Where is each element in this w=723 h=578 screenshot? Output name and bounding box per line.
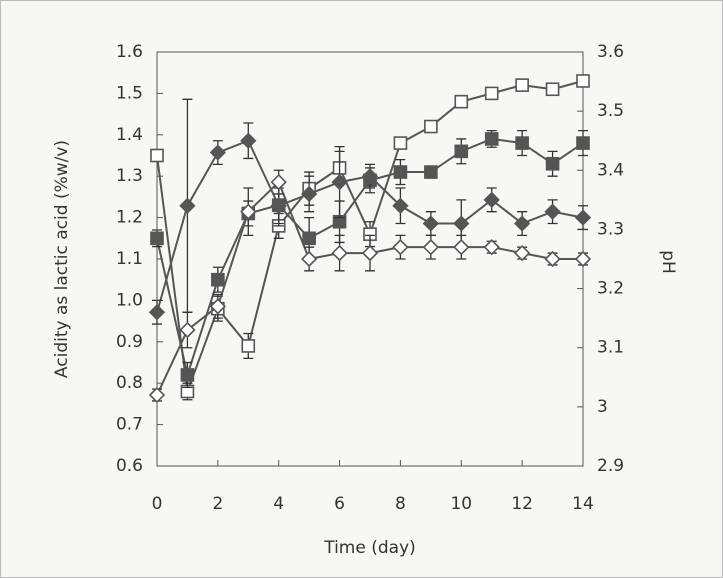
x-tick-label: 12	[511, 494, 533, 514]
marker	[394, 166, 406, 178]
marker	[455, 96, 467, 108]
x-tick-label: 8	[395, 494, 406, 514]
marker	[425, 121, 437, 133]
y-tick-label: 1.2	[116, 208, 143, 228]
marker	[242, 340, 254, 352]
x-tick-label: 2	[212, 494, 223, 514]
y2-tick-label: 3.4	[597, 160, 624, 180]
marker	[455, 145, 467, 157]
y-tick-label: 0.6	[116, 456, 143, 476]
x-tick-label: 0	[152, 494, 163, 514]
x-tick-label: 14	[572, 494, 594, 514]
marker	[151, 150, 163, 162]
y2-tick-label: 3.2	[597, 279, 624, 299]
marker	[303, 232, 315, 244]
y-axis-label: Acidity as lactic acid (%w/v)	[52, 140, 72, 378]
marker	[577, 75, 589, 87]
y-tick-label: 1.4	[116, 125, 143, 145]
y2-tick-label: 3	[597, 397, 608, 417]
marker	[577, 137, 589, 149]
y-tick-label: 0.9	[116, 332, 143, 352]
y2-tick-label: 3.3	[597, 219, 624, 239]
y2-axis-label: pH	[658, 250, 678, 274]
y-tick-label: 0.8	[116, 373, 143, 393]
y-tick-label: 1.5	[116, 83, 143, 103]
marker	[486, 133, 498, 145]
y2-tick-label: 3.1	[597, 338, 624, 358]
x-axis-label: Time (day)	[323, 538, 416, 558]
marker	[516, 79, 528, 91]
y2-tick-label: 3.5	[597, 101, 624, 121]
y-tick-label: 1.1	[116, 249, 143, 269]
marker	[547, 83, 559, 95]
x-tick-label: 10	[450, 494, 472, 514]
y-tick-label: 1.0	[116, 290, 143, 310]
y-tick-label: 1.6	[116, 42, 143, 62]
marker	[394, 137, 406, 149]
marker	[547, 158, 559, 170]
y-tick-label: 1.3	[116, 166, 143, 186]
marker	[486, 87, 498, 99]
marker	[516, 137, 528, 149]
marker	[212, 274, 224, 286]
marker	[151, 232, 163, 244]
y-tick-label: 0.7	[116, 415, 143, 435]
x-tick-label: 4	[273, 494, 284, 514]
y2-tick-label: 3.6	[597, 42, 624, 62]
x-tick-label: 6	[334, 494, 345, 514]
marker	[181, 369, 193, 381]
chart: Time (day) Acidity as lactic acid (%w/v)…	[0, 0, 723, 578]
y2-tick-label: 2.9	[597, 456, 624, 476]
marker	[425, 166, 437, 178]
